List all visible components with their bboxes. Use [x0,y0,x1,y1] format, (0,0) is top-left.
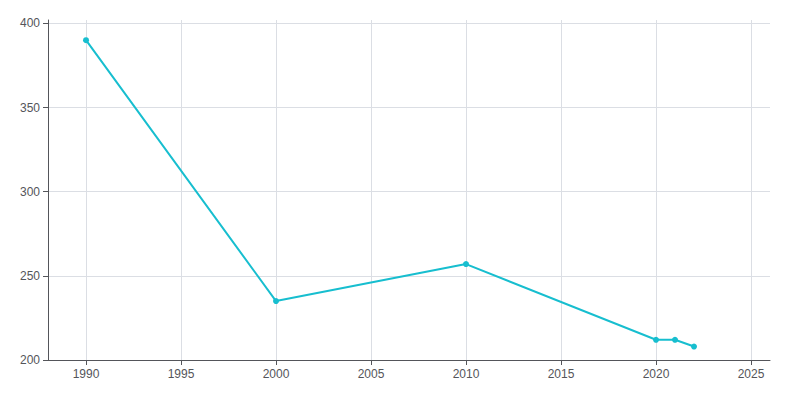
svg-text:350: 350 [20,101,40,115]
svg-text:250: 250 [20,269,40,283]
svg-text:2000: 2000 [263,367,290,381]
svg-text:1990: 1990 [73,367,100,381]
svg-text:300: 300 [20,185,40,199]
svg-text:2020: 2020 [643,367,670,381]
svg-text:1995: 1995 [168,367,195,381]
svg-text:200: 200 [20,353,40,367]
svg-text:400: 400 [20,16,40,30]
svg-text:2025: 2025 [738,367,765,381]
svg-text:2005: 2005 [358,367,385,381]
svg-text:2015: 2015 [548,367,575,381]
svg-text:2010: 2010 [453,367,480,381]
